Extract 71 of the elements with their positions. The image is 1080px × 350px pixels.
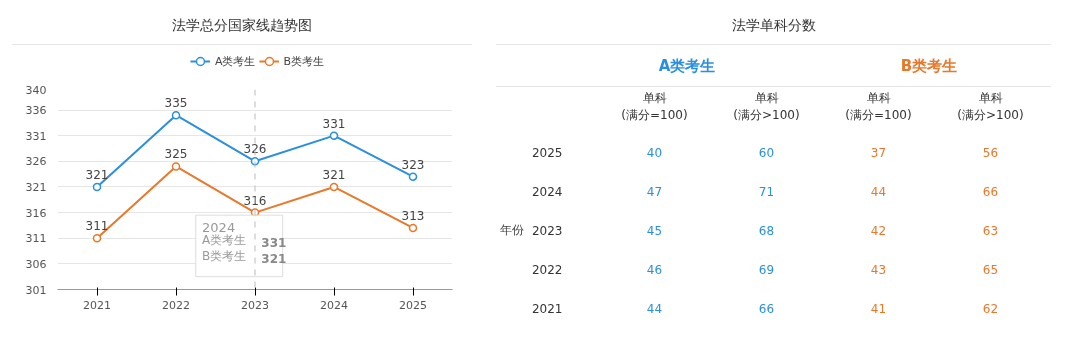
annotation: 331 xyxy=(261,236,287,251)
y-tick-label: 2024 xyxy=(531,184,563,199)
data-label: 326 xyxy=(243,142,267,157)
text: A类考生 xyxy=(657,56,717,77)
data-label: 335 xyxy=(164,96,188,111)
annotation: A类考生 xyxy=(202,233,247,248)
y-tick-label: 306 xyxy=(25,257,47,271)
x-tick-label: 单科 (满分=100) xyxy=(845,90,912,122)
data-label: 331 xyxy=(322,116,346,131)
data-label: 46 xyxy=(646,262,663,277)
x-tick-label: 2021 xyxy=(83,298,111,312)
point xyxy=(171,162,181,171)
y-tick-label: 2022 xyxy=(531,262,563,277)
data-label: 66 xyxy=(982,184,999,199)
data-label: 63 xyxy=(982,223,999,238)
x-tick-label: 2023 xyxy=(241,298,269,312)
x-tick-label: 2022 xyxy=(162,298,190,312)
point xyxy=(329,131,339,140)
text: B类考生 xyxy=(899,56,959,77)
data-label: 321 xyxy=(322,167,346,182)
y-tick-label: 331 xyxy=(25,129,47,143)
chart-title: 法学总分国家线趋势图 xyxy=(172,16,312,35)
data-label: 71 xyxy=(758,184,775,199)
data-label: 47 xyxy=(646,184,663,199)
data-label: 321 xyxy=(85,167,109,182)
y-tick-label: 316 xyxy=(25,206,47,220)
data-label: 323 xyxy=(401,157,425,172)
annotation: B类考生 xyxy=(202,248,247,263)
y-tick-label: 2025 xyxy=(531,145,563,160)
x-tick-label: 单科 (满分=100) xyxy=(621,90,688,122)
data-label: 325 xyxy=(164,147,188,162)
data-label: 56 xyxy=(982,145,999,160)
data-label: 45 xyxy=(646,223,663,238)
point xyxy=(171,110,181,120)
chart-title: 法学单科分数 xyxy=(731,16,816,35)
y-tick-label: 336 xyxy=(25,104,47,118)
data-label: 40 xyxy=(646,145,663,160)
data-label: 65 xyxy=(982,262,999,277)
x-tick-label: 2025 xyxy=(399,298,427,312)
data-label: 42 xyxy=(870,223,887,238)
x-tick-label: 单科 (满分>100) xyxy=(733,90,800,122)
data-label: 68 xyxy=(758,223,775,238)
data-label: 60 xyxy=(758,145,775,160)
data-label: 41 xyxy=(870,301,887,316)
data-label: 44 xyxy=(646,301,663,316)
y-tick-label: 301 xyxy=(25,283,47,297)
data-label: 66 xyxy=(758,301,775,316)
data-label: 316 xyxy=(243,193,267,208)
point xyxy=(92,182,102,192)
y-tick-label: 311 xyxy=(25,232,47,246)
x-tick-label: 单科 (满分>100) xyxy=(957,90,1024,122)
point xyxy=(92,233,102,243)
y-tick-label: 340 xyxy=(25,83,47,97)
x-tick-label: 2024 xyxy=(320,298,348,312)
data-label: 313 xyxy=(401,208,425,223)
data-label: 37 xyxy=(870,145,887,160)
data-label: 44 xyxy=(870,184,887,199)
y-tick-label: 326 xyxy=(25,155,47,169)
point xyxy=(408,223,418,233)
data-label: 62 xyxy=(982,301,999,316)
y-tick-label: 321 xyxy=(25,180,47,194)
point xyxy=(408,172,418,181)
y-tick-label: 2023 xyxy=(531,223,563,238)
annotation: 321 xyxy=(261,251,287,266)
data-label: 43 xyxy=(870,262,887,277)
data-label: 69 xyxy=(758,262,775,277)
point xyxy=(329,182,339,192)
y-axis-title: 年份 xyxy=(499,223,524,237)
legend-label: B类考生 xyxy=(283,53,325,69)
data-label: 311 xyxy=(85,219,109,234)
legend-label: A类考生 xyxy=(214,53,256,69)
